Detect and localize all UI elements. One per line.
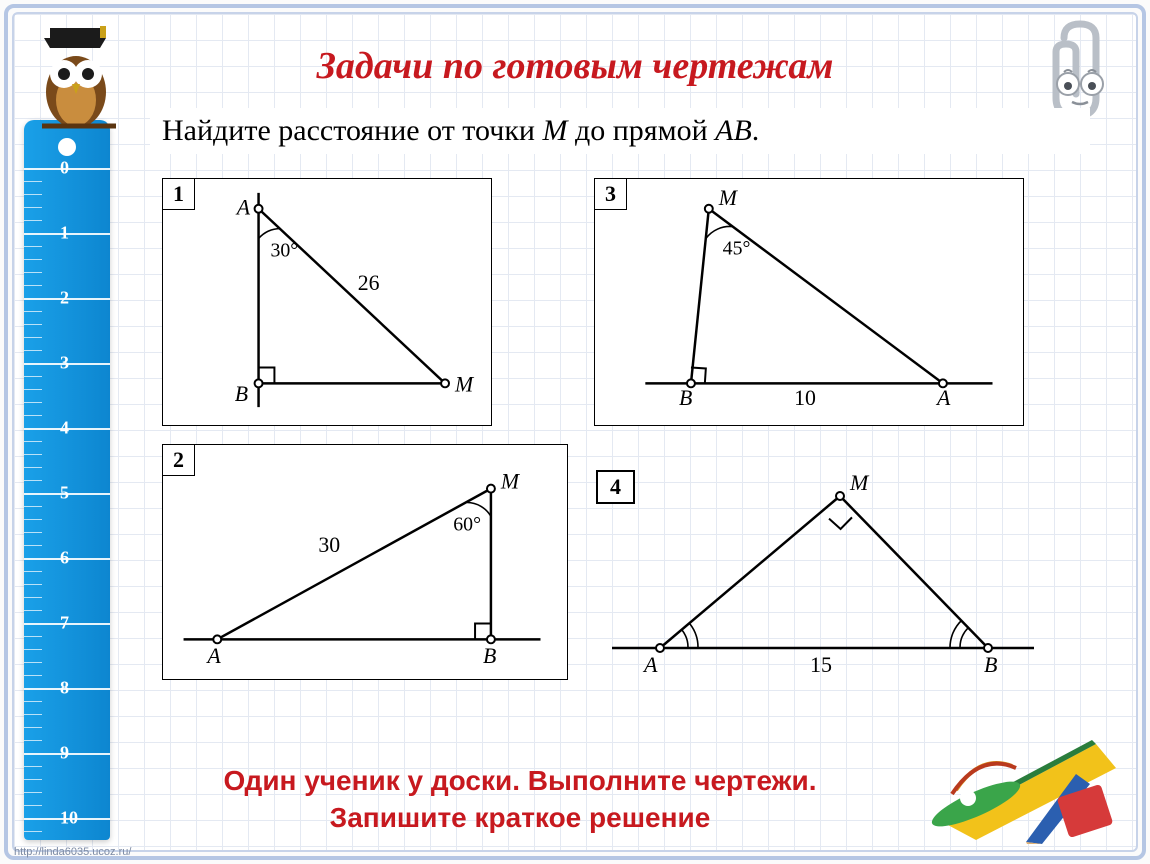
- subtitle-suffix: .: [752, 114, 760, 147]
- problem-panel-2: 2 A B M 60° 30: [162, 444, 568, 680]
- svg-text:B: B: [679, 386, 692, 410]
- svg-text:10: 10: [794, 386, 816, 410]
- subtitle-mid: до прямой: [567, 114, 715, 147]
- svg-text:26: 26: [358, 271, 380, 295]
- svg-text:30°: 30°: [270, 239, 298, 261]
- problem-number-2: 2: [162, 444, 195, 476]
- diagram-2: A B M 60° 30: [163, 445, 567, 679]
- svg-text:A: A: [235, 196, 251, 220]
- diagram-3: B A M 45° 10: [595, 179, 1023, 425]
- svg-text:A: A: [642, 652, 658, 677]
- diagram-4: A B M 15: [588, 460, 1048, 688]
- page-title: Задачи по готовым чертежам: [0, 44, 1150, 88]
- svg-text:M: M: [454, 372, 475, 396]
- credit-url: http://linda6035.ucoz.ru/: [14, 846, 131, 858]
- subtitle-point: M: [542, 114, 567, 147]
- svg-text:30: 30: [318, 533, 340, 557]
- task-statement: Найдите расстояние от точки M до прямой …: [150, 108, 1090, 154]
- instructions-line-2: Запишите краткое решение: [140, 800, 900, 836]
- svg-text:B: B: [235, 382, 248, 406]
- problem-number-3: 3: [594, 178, 627, 210]
- svg-text:45°: 45°: [723, 237, 751, 259]
- diagram-1: A B M 30° 26: [163, 179, 491, 425]
- svg-text:M: M: [849, 470, 870, 495]
- svg-text:M: M: [500, 470, 521, 494]
- ruler-decoration: 012345678910: [24, 120, 110, 840]
- svg-text:B: B: [483, 644, 496, 668]
- problem-number-4: 4: [596, 470, 635, 504]
- svg-text:A: A: [935, 386, 951, 410]
- svg-text:A: A: [205, 644, 221, 668]
- svg-text:M: M: [718, 186, 739, 210]
- problem-panel-3: 3 B A M 45° 10: [594, 178, 1024, 426]
- school-supplies-icon: [916, 694, 1126, 844]
- svg-text:15: 15: [810, 652, 832, 677]
- problem-panel-1: 1 A B M 30° 26: [162, 178, 492, 426]
- svg-text:60°: 60°: [453, 513, 481, 535]
- instructions-line-1: Один ученик у доски. Выполните чертежи.: [140, 763, 900, 799]
- problem-panel-4: A B M 15: [588, 460, 1048, 688]
- problem-number-1: 1: [162, 178, 195, 210]
- svg-text:B: B: [984, 652, 997, 677]
- subtitle-line: AB: [715, 114, 752, 147]
- instructions-text: Один ученик у доски. Выполните чертежи. …: [140, 763, 900, 836]
- subtitle-prefix: Найдите расстояние от точки: [162, 114, 542, 147]
